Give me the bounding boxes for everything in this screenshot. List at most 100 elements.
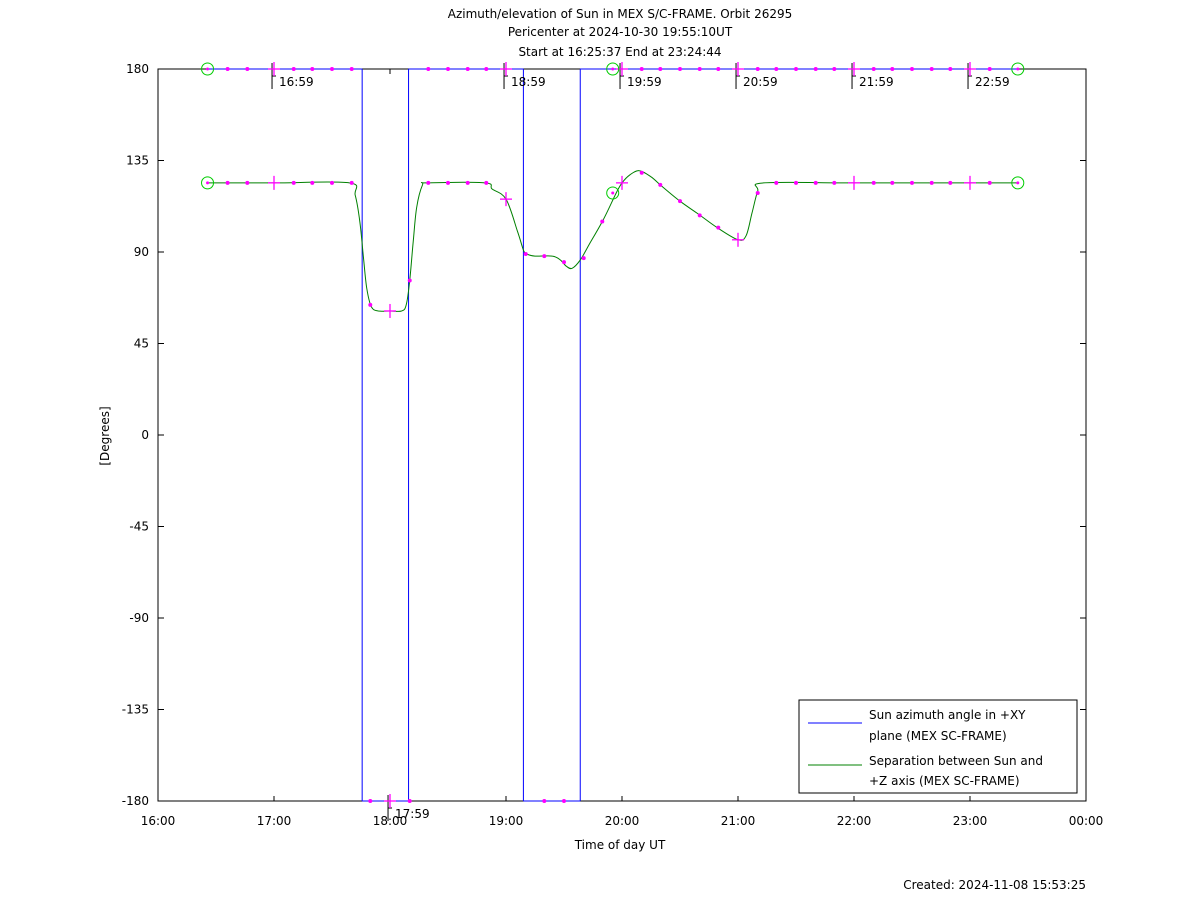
- small-marker: [794, 180, 798, 185]
- small-marker: [245, 180, 250, 185]
- y-tick-label: -180: [122, 794, 149, 808]
- small-marker: [910, 67, 914, 71]
- endpoint-center-dot: [206, 67, 210, 71]
- orbit-time-label: 16:59: [279, 75, 314, 89]
- endpoint-circle-marker: [201, 62, 215, 76]
- small-marker: [697, 67, 702, 71]
- y-tick-label: 180: [126, 62, 149, 76]
- x-tick-label: 20:00: [605, 814, 640, 828]
- small-marker: [774, 67, 779, 71]
- y-tick-label: 90: [134, 245, 149, 259]
- small-marker: [368, 302, 373, 307]
- orbit-time-label: 19:59: [627, 75, 662, 89]
- small-marker: [225, 67, 230, 71]
- legend-label-separation-1: Separation between Sun and: [869, 754, 1043, 768]
- small-marker: [349, 180, 354, 185]
- small-marker: [774, 180, 779, 185]
- small-marker: [794, 67, 798, 71]
- endpoint-circle-marker: [1011, 176, 1025, 190]
- small-marker: [291, 180, 296, 185]
- y-tick-label: 135: [126, 154, 149, 168]
- small-marker: [755, 191, 760, 196]
- y-tick-label: 0: [141, 428, 149, 442]
- small-marker: [368, 799, 373, 803]
- small-marker: [639, 67, 644, 71]
- small-marker: [581, 256, 586, 261]
- small-marker: [697, 213, 702, 218]
- endpoint-center-dot: [1016, 67, 1020, 71]
- small-marker: [639, 170, 644, 175]
- small-marker: [987, 67, 992, 71]
- small-marker: [291, 67, 296, 71]
- small-marker: [225, 180, 230, 185]
- chart-title-line-1: Azimuth/elevation of Sun in MEX S/C-FRAM…: [448, 7, 793, 21]
- legend: Sun azimuth angle in +XY plane (MEX SC-F…: [798, 699, 1078, 794]
- orbit-time-label: 22:59: [975, 75, 1010, 89]
- orbit-time-label: 21:59: [859, 75, 894, 89]
- small-marker: [330, 67, 334, 71]
- y-tick-label: -45: [129, 520, 149, 534]
- small-marker: [813, 67, 818, 71]
- small-marker: [890, 180, 895, 185]
- small-marker: [484, 67, 489, 71]
- small-marker: [310, 67, 315, 71]
- small-marker: [426, 67, 431, 71]
- endpoint-circle-marker: [606, 62, 620, 76]
- created-footer: Created: 2024-11-08 15:53:25: [903, 878, 1086, 892]
- endpoint-circle-marker: [1011, 62, 1025, 76]
- small-marker: [755, 67, 760, 71]
- small-marker: [871, 67, 876, 71]
- small-marker: [465, 67, 470, 71]
- small-marker: [465, 180, 470, 185]
- legend-box: [798, 699, 1078, 794]
- endpoint-center-dot: [1016, 181, 1020, 185]
- small-marker: [484, 180, 489, 185]
- small-marker: [426, 180, 431, 185]
- small-marker: [678, 67, 682, 71]
- y-tick-label: -90: [129, 611, 149, 625]
- small-marker: [832, 67, 837, 71]
- legend-label-azimuth-1: Sun azimuth angle in +XY: [869, 708, 1026, 722]
- x-tick-label: 22:00: [837, 814, 872, 828]
- small-marker: [871, 180, 876, 185]
- legend-label-separation-2: +Z axis (MEX SC-FRAME): [869, 774, 1020, 788]
- endpoint-center-dot: [611, 191, 615, 195]
- orbit-time-label: 20:59: [743, 75, 778, 89]
- small-marker: [446, 67, 450, 71]
- plot-area: 16:00 17:00 18:00 19:00 20:00 21:00 22:00 23:00…: [122, 62, 1104, 828]
- endpoint-center-dot: [206, 181, 210, 185]
- small-marker: [562, 260, 566, 265]
- small-marker: [245, 67, 250, 71]
- chart-title-line-3: Start at 16:25:37 End at 23:24:44: [518, 45, 721, 59]
- small-marker: [542, 799, 547, 803]
- separation-line: [207, 170, 1018, 312]
- small-marker: [330, 180, 334, 185]
- small-marker: [832, 180, 837, 185]
- x-tick-label: 00:00: [1069, 814, 1104, 828]
- legend-label-azimuth-2: plane (MEX SC-FRAME): [869, 729, 1007, 743]
- endpoint-center-dot: [611, 67, 615, 71]
- orbit-time-label: 17:59: [395, 807, 430, 821]
- small-marker: [658, 67, 663, 71]
- x-tick-label: 19:00: [489, 814, 524, 828]
- x-tick-label: 23:00: [953, 814, 988, 828]
- small-marker: [948, 67, 953, 71]
- x-tick-label: 17:00: [257, 814, 292, 828]
- small-marker: [562, 799, 566, 803]
- small-marker: [349, 67, 354, 71]
- small-marker: [678, 199, 682, 204]
- y-axis-label: [Degrees]: [98, 406, 112, 465]
- orbit-time-label: 18:59: [511, 75, 546, 89]
- chart-title-line-2: Pericenter at 2024-10-30 19:55:10UT: [508, 25, 733, 39]
- endpoint-circle-marker: [201, 176, 215, 190]
- x-tick-label: 18:00: [373, 814, 408, 828]
- x-tick-label: 21:00: [721, 814, 756, 828]
- small-marker: [929, 67, 934, 71]
- small-marker: [716, 225, 721, 230]
- small-marker: [310, 180, 315, 185]
- small-marker: [910, 180, 914, 185]
- small-marker: [446, 180, 450, 185]
- small-marker: [948, 180, 953, 185]
- y-tick-label: -135: [122, 703, 149, 717]
